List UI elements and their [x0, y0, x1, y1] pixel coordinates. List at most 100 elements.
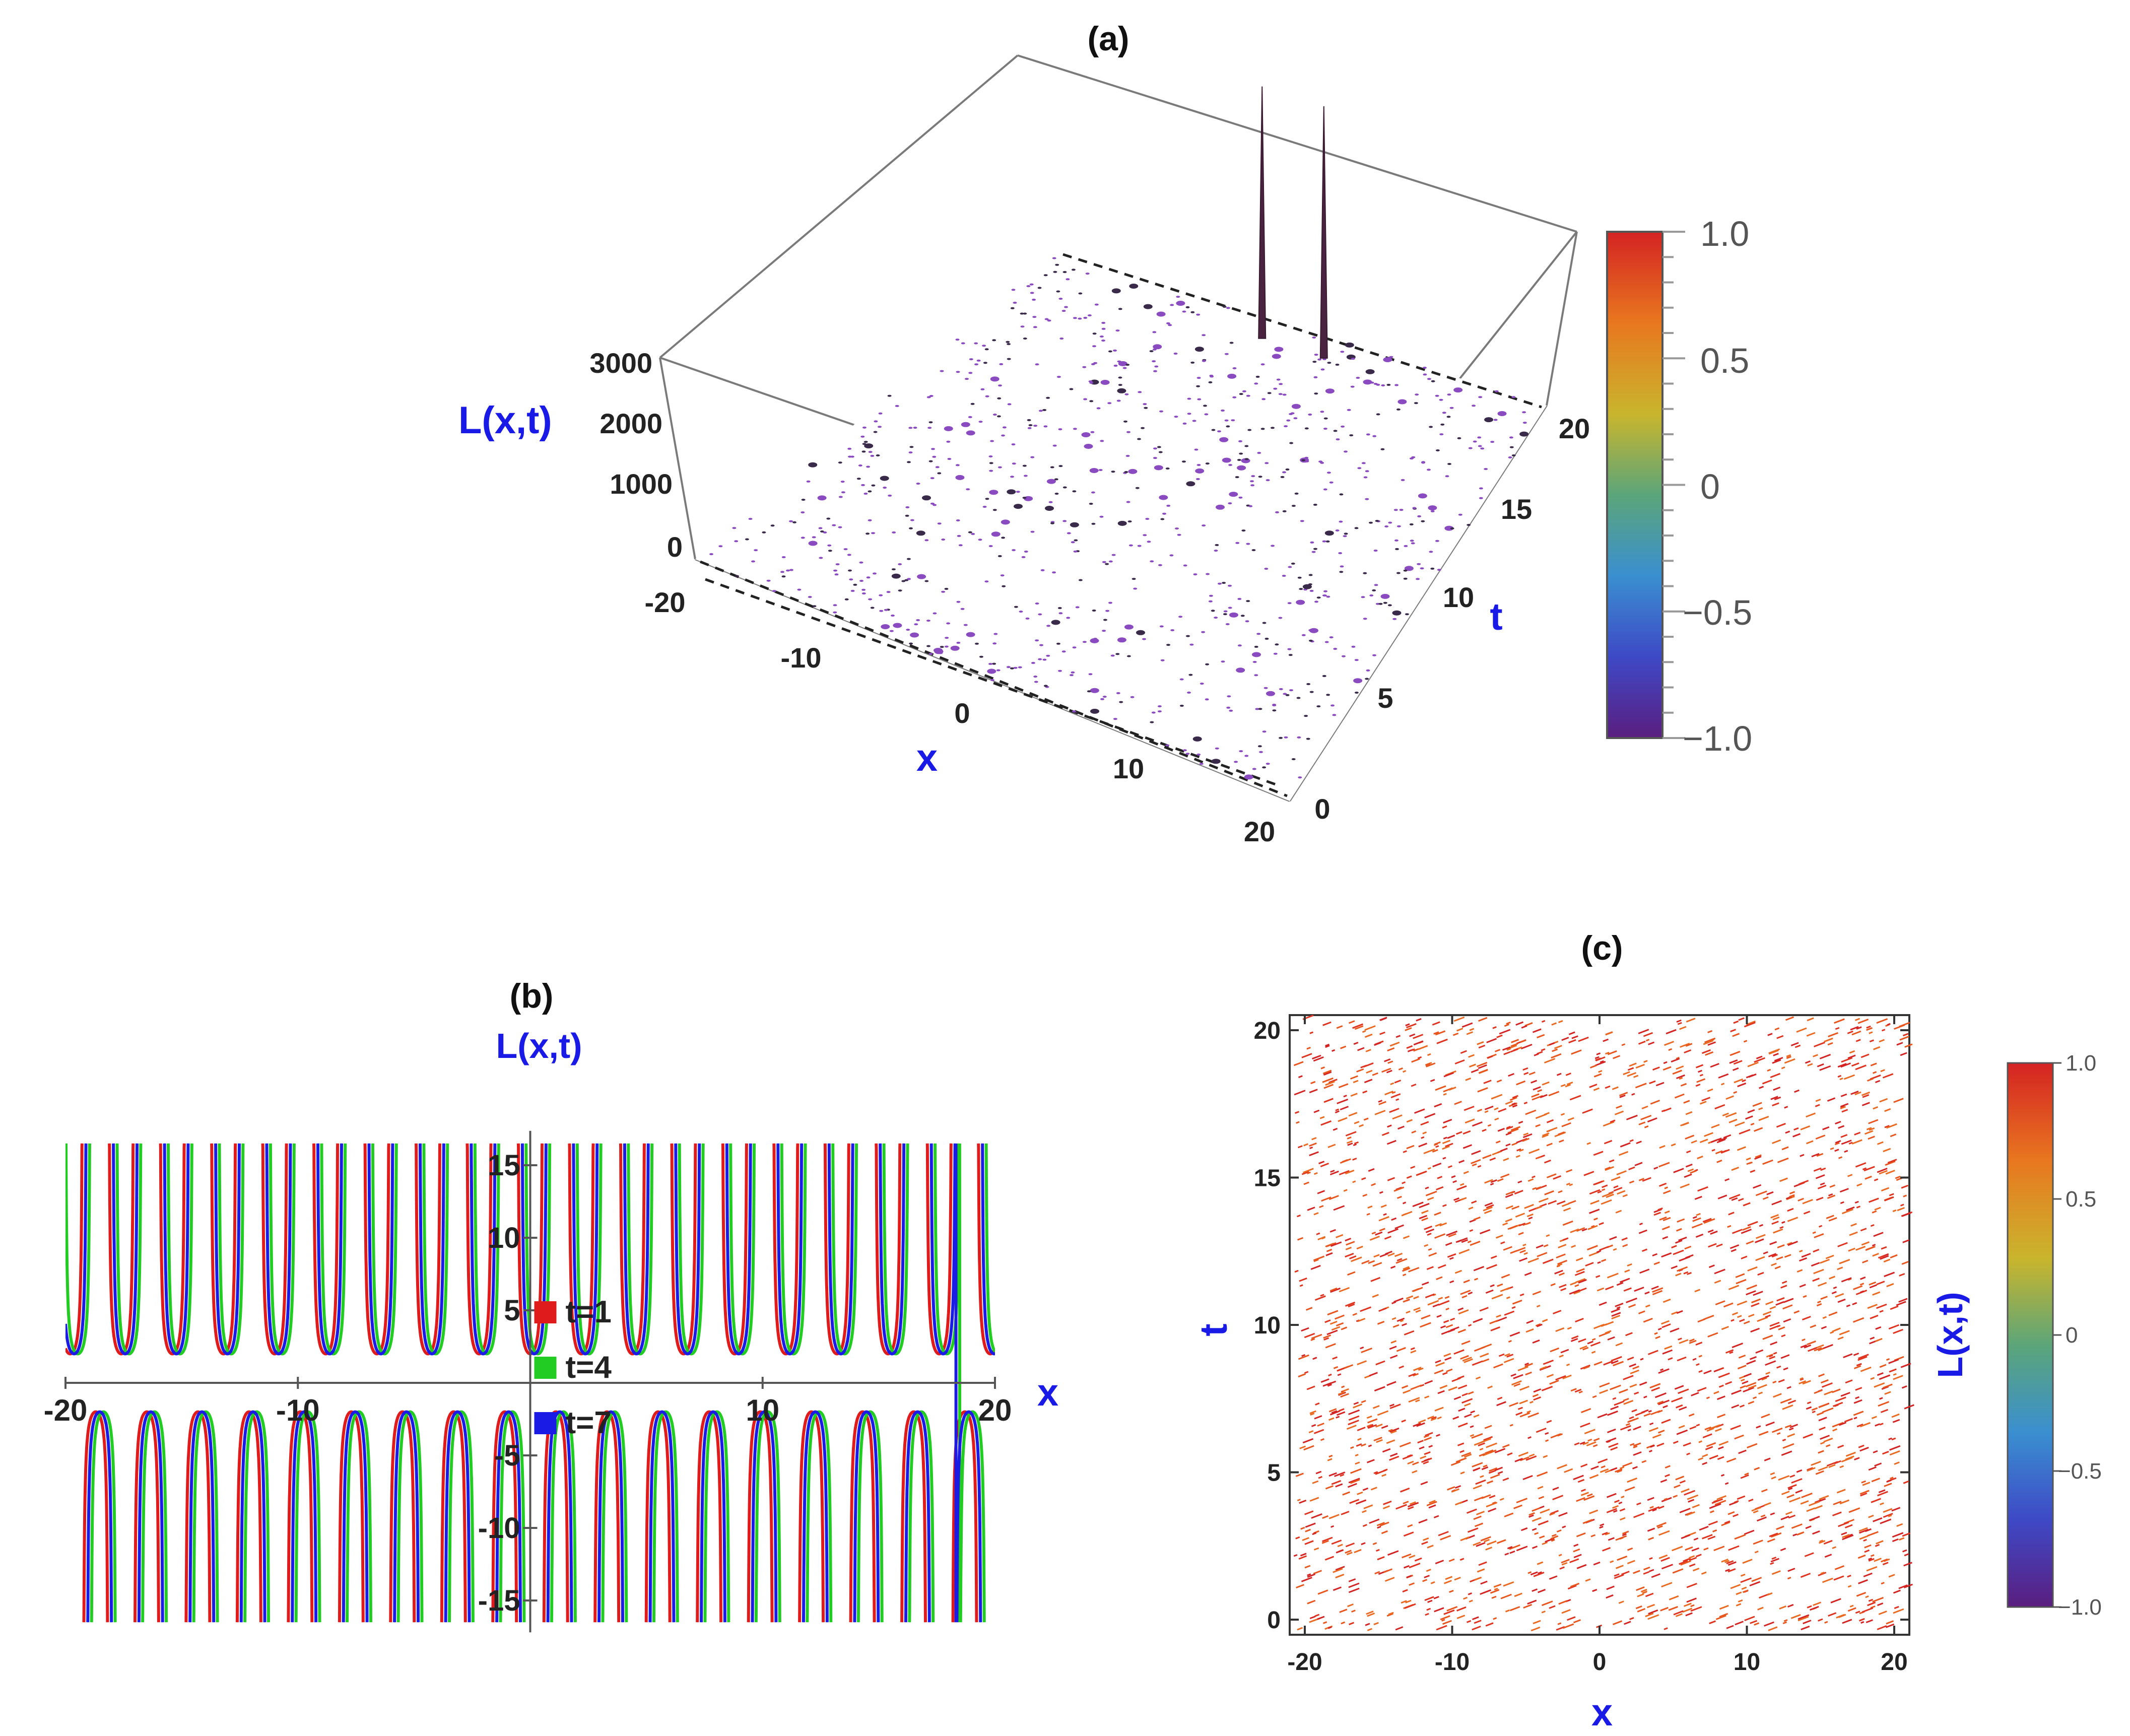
c-streak: [1317, 1190, 1325, 1194]
c-streak: [1634, 1426, 1641, 1430]
c-streak: [1362, 1510, 1367, 1513]
a-speckle: [992, 642, 997, 645]
c-streak: [1635, 1411, 1645, 1416]
a-speckle: [1229, 492, 1238, 497]
c-streak: [1407, 1506, 1414, 1510]
a-speckle: [1285, 468, 1290, 471]
c-streak: [1560, 1288, 1567, 1292]
c-streak: [1879, 1397, 1883, 1400]
c-streak: [1770, 1512, 1775, 1516]
a-speckle: [1182, 422, 1187, 425]
c-streak: [1599, 1525, 1604, 1529]
a-speckle: [1182, 310, 1186, 313]
a-speckle: [1147, 541, 1151, 543]
a-speckle: [1272, 709, 1277, 712]
c-streak: [1886, 1479, 1892, 1483]
c-streak: [1368, 1260, 1375, 1264]
c-streak: [1756, 1516, 1767, 1522]
c-streak: [1839, 1422, 1847, 1426]
c-streak: [1395, 1098, 1400, 1101]
c-streak: [1457, 1307, 1464, 1311]
a-speckle: [1129, 284, 1139, 289]
c-streak: [1589, 1084, 1598, 1088]
c-streak: [1448, 1589, 1454, 1593]
c-streak: [1593, 1323, 1605, 1329]
a-speckle: [961, 422, 970, 427]
c-streak: [1493, 1363, 1503, 1369]
c-streak: [1877, 1141, 1884, 1145]
a-speckle: [754, 549, 758, 552]
a-speckle: [1254, 645, 1258, 648]
a-speckle: [863, 441, 868, 443]
c-streak: [1523, 1072, 1529, 1076]
c-streak: [1312, 1357, 1317, 1360]
c-streak: [1718, 1073, 1729, 1079]
a-speckle: [909, 527, 913, 529]
c-streak: [1761, 1489, 1768, 1493]
c-streak: [1767, 1592, 1773, 1596]
c-streak: [1491, 1595, 1497, 1599]
a-speckle: [980, 388, 985, 390]
c-streak: [1329, 1287, 1338, 1292]
a-speckle: [1092, 332, 1097, 335]
c-streak: [1495, 1140, 1501, 1144]
c-streak: [1413, 1296, 1419, 1300]
c-streak: [1870, 1337, 1875, 1340]
c-streak: [1702, 1433, 1712, 1439]
c-streak: [1697, 1186, 1708, 1192]
c-streak: [1463, 1596, 1468, 1600]
c-streak: [1522, 1133, 1533, 1139]
c-streak: [1704, 1037, 1716, 1043]
c-streak: [1336, 1234, 1344, 1238]
c-streak: [1541, 1610, 1546, 1614]
c-streak: [1856, 1206, 1861, 1209]
c-streak: [1374, 1042, 1381, 1046]
c-streak: [1403, 1150, 1407, 1153]
c-streak: [1382, 1448, 1391, 1453]
a-speckle: [834, 573, 839, 576]
c-streak: [1304, 1510, 1314, 1515]
c-streak: [1427, 1599, 1433, 1603]
c-streak: [1313, 1212, 1319, 1216]
c-streak: [1512, 1095, 1518, 1099]
c-streak: [1301, 1053, 1312, 1058]
a-speckle: [1143, 403, 1147, 406]
c-streak: [1522, 1138, 1530, 1142]
c-streak: [1611, 1176, 1621, 1181]
c-streak: [1692, 1504, 1700, 1508]
a-speckle: [1043, 685, 1048, 687]
c-streak: [1597, 1413, 1608, 1419]
c-streak: [1822, 1316, 1827, 1319]
c-streak: [1773, 1352, 1777, 1355]
c-streak: [1879, 1423, 1884, 1426]
a-speckle: [1030, 292, 1034, 294]
c-streak: [1821, 1382, 1833, 1388]
c-streak: [1406, 1295, 1414, 1300]
a-speckle: [1435, 449, 1440, 451]
c-streak: [1896, 1523, 1903, 1527]
c-streak: [1873, 1046, 1881, 1050]
c-streak: [1328, 1079, 1338, 1084]
a-speckle: [968, 531, 972, 533]
c-streak: [1440, 1534, 1451, 1541]
c-streak: [1351, 1610, 1356, 1613]
a-speckle: [1074, 539, 1078, 542]
a-speckle: [931, 448, 935, 450]
a-speckle: [1145, 518, 1150, 520]
a-speckle: [1420, 567, 1424, 570]
c-streak: [1769, 1356, 1775, 1360]
c-streak: [1336, 1322, 1344, 1327]
c-streak: [1558, 1020, 1563, 1023]
a-speckle: [1361, 462, 1366, 464]
c-streak: [1355, 1499, 1367, 1505]
c-streak: [1369, 1235, 1380, 1241]
c-streak: [1624, 1486, 1635, 1492]
c-streak: [1781, 1281, 1787, 1284]
c-streak: [1367, 1424, 1372, 1428]
c-streak: [1862, 1259, 1869, 1263]
c-streak: [1331, 1326, 1341, 1331]
a-speckle: [968, 416, 972, 418]
c-streak: [1338, 1117, 1348, 1122]
c-streak: [1697, 1155, 1703, 1160]
c-streak: [1317, 1616, 1325, 1620]
